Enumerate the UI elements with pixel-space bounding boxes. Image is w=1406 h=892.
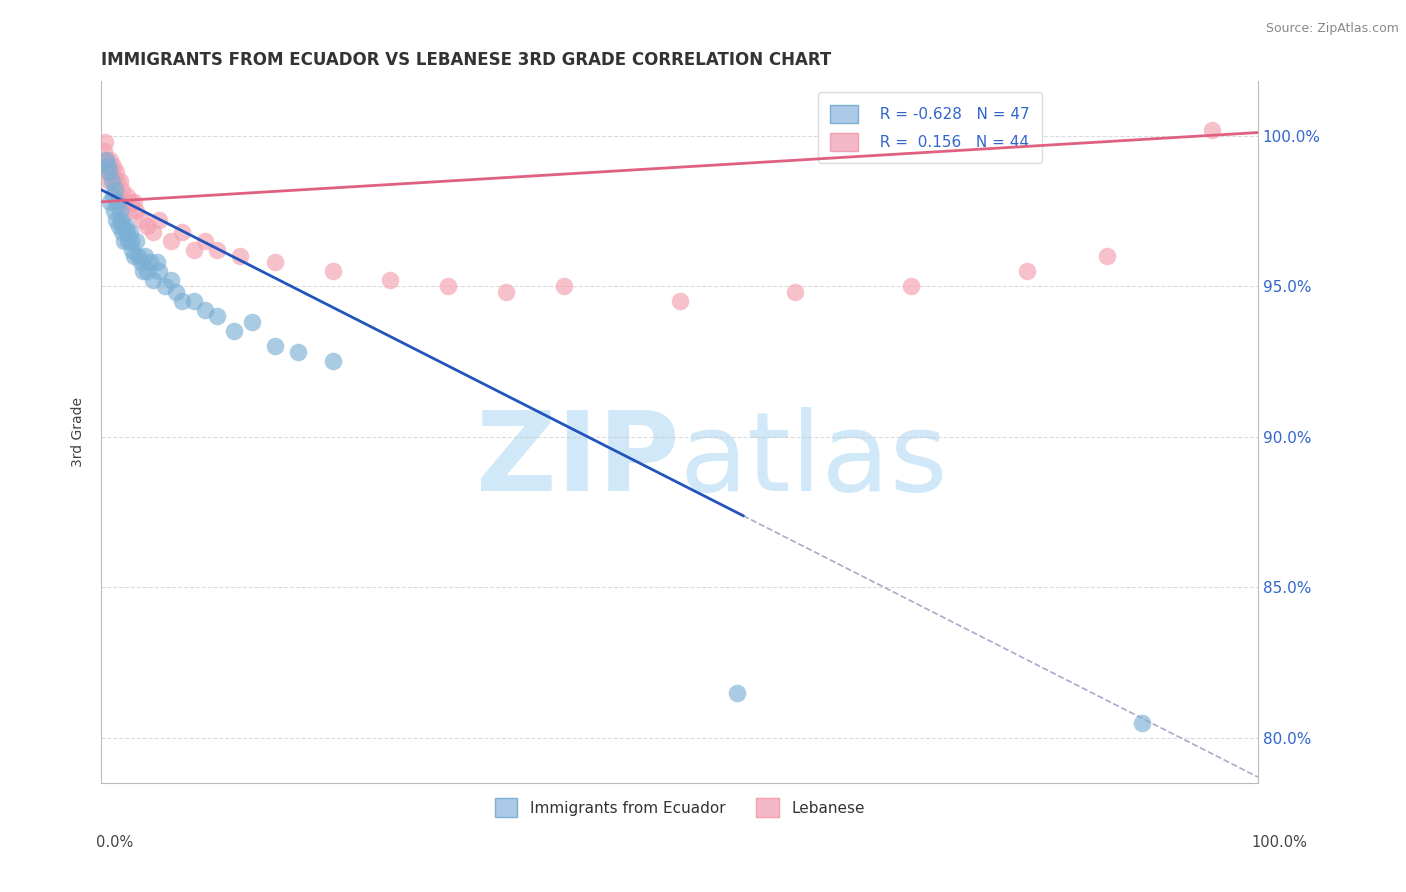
Point	[263, 339, 285, 353]
Point	[98, 164, 121, 178]
Point	[100, 194, 122, 209]
Point	[101, 159, 124, 173]
Point	[122, 249, 145, 263]
Point	[107, 188, 129, 202]
Point	[103, 174, 125, 188]
Point	[148, 213, 170, 227]
Point	[165, 285, 187, 300]
Point	[112, 234, 135, 248]
Point	[495, 285, 517, 300]
Point	[205, 243, 228, 257]
Point	[172, 294, 194, 309]
Point	[1015, 264, 1038, 278]
Point	[172, 225, 194, 239]
Point	[1130, 715, 1153, 730]
Point	[194, 234, 217, 248]
Point	[142, 273, 165, 287]
Point	[125, 203, 148, 218]
Point	[183, 294, 205, 309]
Point	[224, 324, 246, 338]
Point	[142, 225, 165, 239]
Text: IMMIGRANTS FROM ECUADOR VS LEBANESE 3RD GRADE CORRELATION CHART: IMMIGRANTS FROM ECUADOR VS LEBANESE 3RD …	[101, 51, 831, 69]
Point	[322, 354, 344, 368]
Point	[101, 188, 124, 202]
Point	[94, 153, 117, 167]
Point	[127, 249, 149, 263]
Point	[115, 188, 138, 202]
Point	[1201, 122, 1223, 136]
Point	[139, 255, 162, 269]
Point	[104, 183, 127, 197]
Point	[105, 164, 128, 178]
Point	[287, 345, 309, 359]
Point	[900, 279, 922, 293]
Point	[240, 315, 263, 329]
Point	[107, 194, 129, 209]
Point	[107, 219, 129, 233]
Point	[105, 213, 128, 227]
Point	[112, 219, 135, 233]
Point	[121, 243, 143, 257]
Point	[437, 279, 460, 293]
Point	[97, 159, 120, 173]
Point	[553, 279, 575, 293]
Y-axis label: 3rd Grade: 3rd Grade	[72, 397, 86, 467]
Point	[380, 273, 402, 287]
Point	[104, 183, 127, 197]
Point	[93, 144, 115, 158]
Point	[668, 294, 690, 309]
Point	[93, 135, 115, 149]
Point	[153, 279, 176, 293]
Point	[111, 183, 134, 197]
Point	[1097, 249, 1119, 263]
Point	[117, 234, 139, 248]
Point	[108, 203, 131, 218]
Point	[100, 174, 122, 188]
Point	[125, 234, 148, 248]
Text: Source: ZipAtlas.com: Source: ZipAtlas.com	[1265, 22, 1399, 36]
Text: atlas: atlas	[679, 407, 948, 514]
Point	[115, 225, 138, 239]
Point	[194, 303, 217, 318]
Point	[159, 273, 181, 287]
Point	[205, 310, 228, 324]
Point	[120, 225, 142, 239]
Point	[94, 153, 117, 167]
Point	[145, 255, 167, 269]
Point	[97, 159, 120, 173]
Text: 100.0%: 100.0%	[1251, 836, 1308, 850]
Point	[100, 164, 122, 178]
Point	[134, 249, 156, 263]
Point	[108, 174, 131, 188]
Point	[183, 243, 205, 257]
Point	[132, 264, 155, 278]
Text: ZIP: ZIP	[477, 407, 679, 514]
Point	[103, 203, 125, 218]
Text: 0.0%: 0.0%	[96, 836, 132, 850]
Point	[129, 255, 152, 269]
Point	[148, 264, 170, 278]
Point	[136, 219, 159, 233]
Point	[118, 203, 141, 218]
Point	[159, 234, 181, 248]
Point	[110, 213, 132, 227]
Point	[107, 174, 129, 188]
Point	[96, 164, 118, 178]
Point	[725, 686, 748, 700]
Point	[122, 194, 145, 209]
Point	[229, 249, 252, 263]
Point	[120, 234, 142, 248]
Point	[100, 153, 122, 167]
Legend: Immigrants from Ecuador, Lebanese: Immigrants from Ecuador, Lebanese	[486, 790, 872, 824]
Point	[98, 174, 121, 188]
Point	[322, 264, 344, 278]
Point	[263, 255, 285, 269]
Point	[111, 225, 134, 239]
Point	[112, 194, 135, 209]
Point	[114, 219, 136, 233]
Point	[131, 213, 153, 227]
Point	[120, 194, 142, 209]
Point	[785, 285, 807, 300]
Point	[136, 264, 159, 278]
